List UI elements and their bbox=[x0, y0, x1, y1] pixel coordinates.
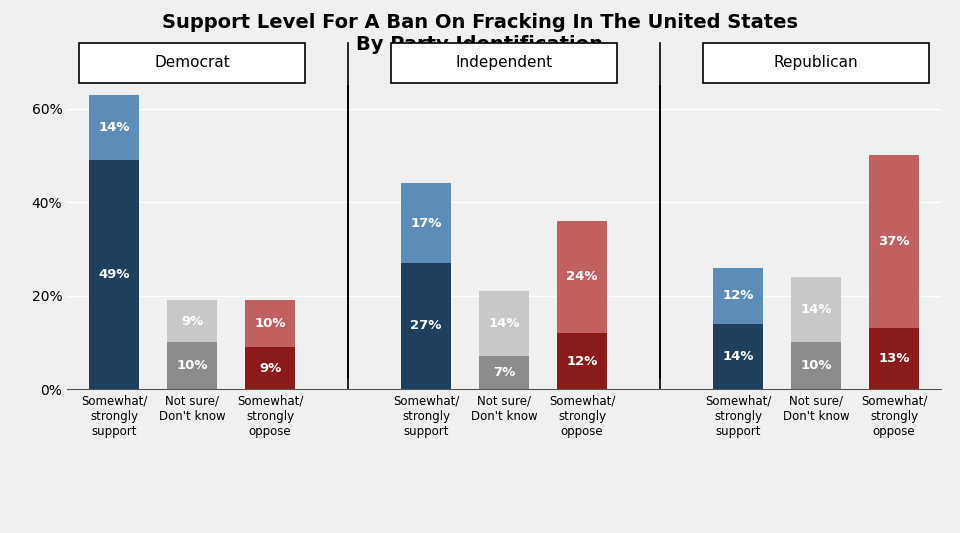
Text: 12%: 12% bbox=[722, 289, 754, 302]
Bar bbox=[479, 357, 529, 389]
Text: 9%: 9% bbox=[259, 361, 281, 375]
Text: 27%: 27% bbox=[410, 319, 442, 333]
Bar bbox=[791, 277, 841, 342]
Bar bbox=[712, 324, 763, 389]
Bar bbox=[557, 221, 608, 333]
Text: 10%: 10% bbox=[801, 359, 831, 372]
Bar bbox=[557, 333, 608, 389]
Bar bbox=[167, 300, 217, 342]
Bar bbox=[869, 156, 920, 328]
Text: 14%: 14% bbox=[722, 350, 754, 363]
Text: 10%: 10% bbox=[177, 359, 207, 372]
Text: 14%: 14% bbox=[801, 303, 831, 316]
Text: Independent: Independent bbox=[455, 55, 553, 70]
Bar bbox=[167, 342, 217, 389]
Text: 14%: 14% bbox=[489, 317, 519, 330]
Text: 13%: 13% bbox=[878, 352, 910, 365]
Text: Republican: Republican bbox=[774, 55, 858, 70]
Bar bbox=[245, 300, 296, 347]
Bar bbox=[245, 347, 296, 389]
Bar bbox=[479, 291, 529, 357]
Bar bbox=[400, 183, 451, 263]
Bar bbox=[400, 263, 451, 389]
Text: 14%: 14% bbox=[98, 121, 130, 134]
Bar bbox=[869, 328, 920, 389]
Text: 37%: 37% bbox=[878, 236, 910, 248]
Bar bbox=[88, 160, 139, 389]
Bar bbox=[88, 95, 139, 160]
Text: Democrat: Democrat bbox=[155, 55, 229, 70]
Bar bbox=[712, 268, 763, 324]
Text: Support Level For A Ban On Fracking In The United States
By Party Identification: Support Level For A Ban On Fracking In T… bbox=[162, 13, 798, 54]
Text: 9%: 9% bbox=[180, 315, 204, 328]
Text: 12%: 12% bbox=[566, 354, 598, 368]
Bar bbox=[791, 342, 841, 389]
Text: 17%: 17% bbox=[410, 216, 442, 230]
Text: 10%: 10% bbox=[254, 317, 286, 330]
Text: 24%: 24% bbox=[566, 270, 598, 284]
Text: 49%: 49% bbox=[98, 268, 130, 281]
Text: 7%: 7% bbox=[492, 366, 516, 379]
